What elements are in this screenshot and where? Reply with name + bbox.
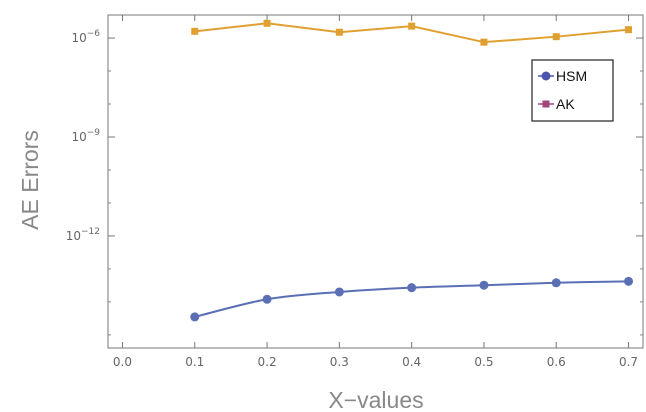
data-point-ak: [480, 38, 488, 46]
legend-marker-ak: [542, 100, 550, 108]
data-point-hsm: [479, 280, 489, 290]
plot-area: 0.0 0.1 0.2 0.3 0.4 0.5 0.6 0.7 10−6 10−9 10−12 HSM…: [66, 14, 644, 369]
data-point-hsm: [334, 287, 344, 297]
data-point-ak: [191, 27, 199, 35]
data-point-ak: [263, 19, 271, 27]
x-tick-label: 0.1: [185, 355, 204, 369]
data-point-hsm: [407, 283, 417, 293]
y-axis-title: AE Errors: [17, 130, 43, 230]
data-point-ak: [335, 28, 343, 36]
x-tick-label: 0.7: [619, 355, 638, 369]
x-axis-title: X−values: [328, 387, 423, 412]
data-point-hsm: [624, 276, 634, 286]
y-tick-label: 10−6: [71, 29, 100, 45]
x-tick-label: 0.2: [258, 355, 277, 369]
legend-label-ak: AK: [556, 96, 575, 112]
data-point-ak: [408, 22, 416, 30]
data-point-hsm: [190, 312, 200, 322]
x-tick-label: 0.6: [547, 355, 566, 369]
data-point-ak: [552, 33, 560, 41]
legend-box: [531, 59, 614, 122]
data-point-ak: [625, 26, 633, 34]
legend-label-hsm: HSM: [556, 68, 587, 84]
data-point-hsm: [262, 294, 272, 304]
x-tick-label: 0.3: [330, 355, 349, 369]
y-tick-label: 10−9: [71, 128, 100, 144]
y-tick-label: 10−12: [66, 227, 100, 243]
plot-frame: [107, 14, 644, 349]
data-point-hsm: [551, 278, 561, 288]
legend-marker-hsm: [541, 71, 551, 81]
x-tick-label: 0.4: [402, 355, 421, 369]
x-tick-label: 0.0: [113, 355, 132, 369]
x-tick-label: 0.5: [474, 355, 493, 369]
